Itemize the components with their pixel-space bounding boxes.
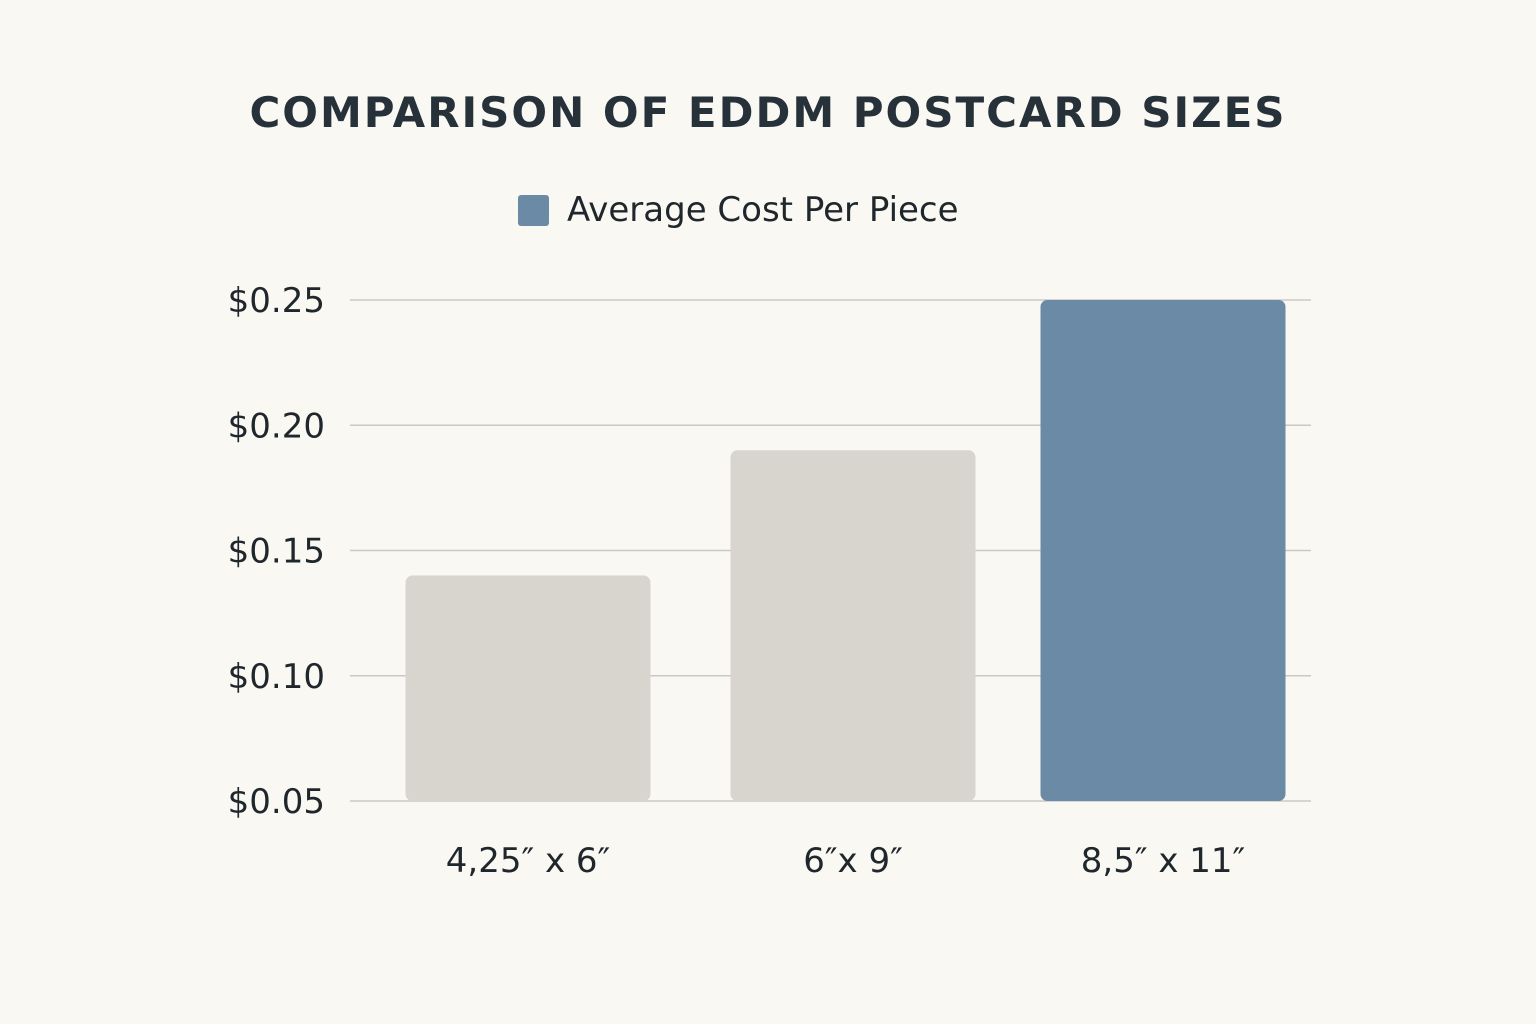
y-tick-label: $0.05 <box>228 782 325 822</box>
bar <box>1040 300 1286 801</box>
legend-label: Average Cost Per Piece <box>567 190 959 230</box>
bars <box>405 300 1286 801</box>
y-tick-label: $0.25 <box>228 281 325 321</box>
x-tick-label: 6″x 9″ <box>803 841 903 881</box>
x-axis-ticks: 4,25″ x 6″ 6″x 9″ 8,5″ x 11″ <box>446 841 1245 881</box>
bar <box>730 450 976 801</box>
legend-swatch <box>518 194 549 226</box>
y-tick-label: $0.10 <box>228 657 325 697</box>
chart-title: COMPARISON OF EDDM POSTCARD SIZES <box>249 88 1287 137</box>
x-tick-label: 4,25″ x 6″ <box>446 841 610 881</box>
x-tick-label: 8,5″ x 11″ <box>1081 841 1245 881</box>
y-axis-ticks: $0.25 $0.20 $0.15 $0.10 $0.05 <box>228 281 325 822</box>
chart-legend: Average Cost Per Piece <box>518 190 959 230</box>
bar <box>405 575 651 801</box>
y-tick-label: $0.15 <box>228 532 325 572</box>
y-tick-label: $0.20 <box>228 406 325 446</box>
